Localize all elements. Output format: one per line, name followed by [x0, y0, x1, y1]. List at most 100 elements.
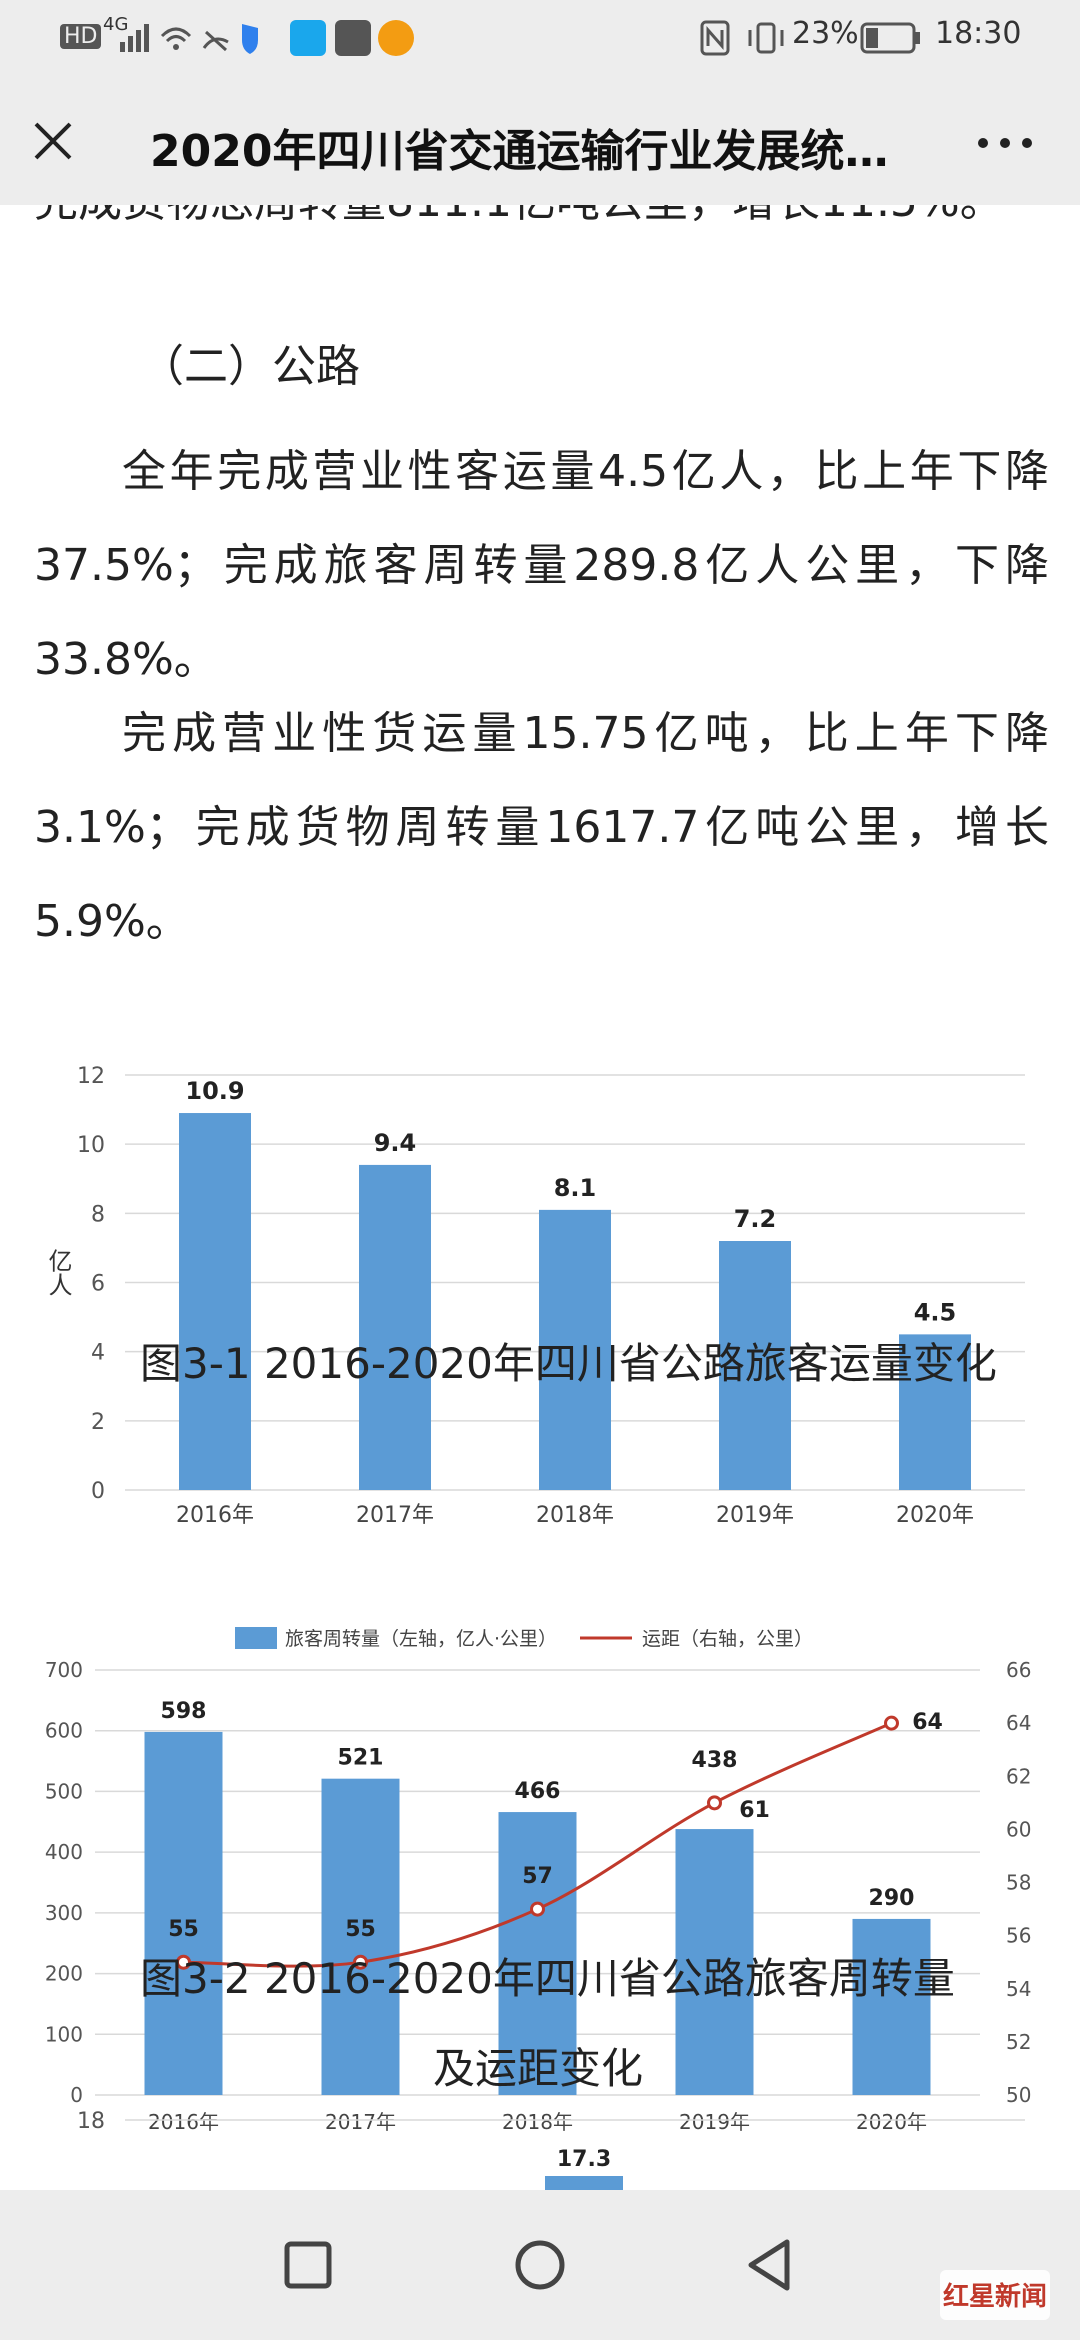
clock: 18:30 [935, 16, 1022, 51]
svg-text:红星新闻: 红星新闻 [943, 2281, 1047, 2312]
line-point [884, 1715, 899, 1731]
y-left-tick-label: 500 [45, 1779, 83, 1803]
line-value-label: 64 [912, 1710, 943, 1735]
y-left-tick-label: 0 [70, 2083, 83, 2107]
y-right-tick-label: 60 [1006, 1817, 1031, 1841]
bar [359, 1164, 431, 1490]
bar-value-label: 8.1 [554, 1174, 597, 1202]
hd-badge: HD [60, 24, 102, 49]
bar-value-label: 4.5 [914, 1298, 957, 1326]
y-right-tick-label: 50 [1006, 2083, 1031, 2107]
x-tick-label: 2016年 [148, 2110, 219, 2134]
back-icon[interactable] [735, 2230, 805, 2300]
bar-value-label: 17.3 [557, 2147, 611, 2172]
y-tick-label: 18 [77, 2109, 105, 2134]
bottom-nav [0, 2190, 1080, 2340]
figure1-caption: 图3-1 2016-2020年四川省公路旅客运量变化 [140, 1339, 997, 1388]
bar [539, 1209, 611, 1490]
article-content[interactable]: 完成货物总周转量811.1亿吨公里，增长11.5%。 （二）公路 全年完成营业性… [0, 205, 1080, 2190]
x-tick-label: 2017年 [325, 2110, 396, 2134]
line-value-label: 55 [168, 1917, 199, 1942]
y-left-tick-label: 700 [45, 1658, 83, 1682]
bar [179, 1113, 251, 1490]
x-tick-label: 2020年 [896, 1503, 974, 1528]
bar-value-label: 598 [161, 1699, 207, 1724]
y-tick-label: 10 [77, 1133, 105, 1158]
bar-value-label: 521 [338, 1746, 384, 1771]
gallery-app-icon [335, 20, 371, 56]
app-header: 2020年四川省交通运输行业发展统… [0, 75, 1080, 205]
bar [321, 1778, 400, 2095]
bar-value-label: 7.2 [734, 1205, 777, 1233]
line-point [707, 1795, 722, 1811]
paragraph-passenger: 全年完成营业性客运量4.5亿人，比上年下降37.5%；完成旅客周转量289.8亿… [34, 446, 1049, 685]
page-title: 2020年四川省交通运输行业发展统… [150, 126, 889, 177]
bar [498, 1812, 577, 2095]
paragraph-freight: 完成营业性货运量15.75亿吨，比上年下降3.1%；完成货物周转量1617.7亿… [34, 708, 1049, 947]
y-tick-label: 17 [77, 2189, 105, 2190]
y-left-tick-label: 100 [45, 2022, 83, 2046]
battery-percent: 23% [792, 16, 859, 51]
status-bar: HD 4G 23% 18:30 [0, 0, 1080, 75]
y-tick-label: 4 [91, 1341, 105, 1366]
bar-value-label: 10.9 [185, 1077, 244, 1105]
legend-bar-label: 旅客周转量（左轴，亿人·公里） [285, 1628, 557, 1650]
section-heading: （二）公路 [140, 341, 360, 392]
y-left-tick-label: 400 [45, 1840, 83, 1864]
y-right-tick-label: 56 [1006, 1924, 1031, 1948]
line-value-label: 61 [739, 1798, 770, 1823]
y-right-tick-label: 58 [1006, 1871, 1031, 1895]
recent-apps-icon[interactable] [273, 2230, 343, 2300]
y-left-tick-label: 200 [45, 1962, 83, 1986]
legend-line-label: 运距（右轴，公里） [642, 1628, 813, 1650]
y-right-tick-label: 52 [1006, 2030, 1031, 2054]
watermark-logo: 红星新闻 [940, 2270, 1050, 2320]
y-left-tick-label: 600 [45, 1719, 83, 1743]
bar-value-label: 438 [692, 1748, 738, 1773]
y-right-tick-label: 66 [1006, 1658, 1031, 1682]
bar-value-label: 9.4 [374, 1129, 417, 1157]
partial-paragraph: 完成货物总周转量811.1亿吨公里，增长11.5%。 [34, 205, 1049, 249]
y-tick-label: 6 [91, 1272, 105, 1297]
bar [545, 2176, 623, 2190]
line-value-label: 55 [345, 1917, 376, 1942]
bar-value-label: 466 [515, 1779, 561, 1804]
figure2-caption-line2: 及运距变化 [433, 2044, 644, 2093]
y-right-tick-label: 62 [1006, 1764, 1031, 1788]
legend-bar-swatch [235, 1627, 277, 1649]
bar [144, 1731, 223, 2095]
line-point [353, 1954, 368, 1970]
bar-value-label: 290 [869, 1886, 915, 1911]
y-axis-label: 亿人 [44, 1249, 72, 1297]
y-left-tick-label: 300 [45, 1901, 83, 1925]
bar [852, 1918, 931, 2095]
y-tick-label: 2 [91, 1410, 105, 1435]
more-icon[interactable] [975, 135, 1035, 151]
home-icon[interactable] [505, 2230, 575, 2300]
y-tick-label: 8 [91, 1202, 105, 1227]
y-tick-label: 0 [91, 1479, 105, 1504]
line-point [176, 1954, 191, 1970]
line-value-label: 57 [522, 1864, 553, 1889]
bar [719, 1241, 791, 1490]
network-label: 4G [103, 14, 129, 35]
search-app-icon [290, 20, 326, 56]
passenger-turnover-chart: 0 100 200 300 400 500 600 700 50 52 54 56 58 60 62 64 66… [45, 1627, 1031, 2134]
y-right-tick-label: 54 [1006, 1977, 1031, 2001]
bar [899, 1334, 971, 1490]
x-tick-label: 2018年 [502, 2110, 573, 2134]
bar [675, 1829, 754, 2095]
x-tick-label: 2019年 [679, 2110, 750, 2134]
passenger-volume-chart: 0 2 4 6 8 10 12 亿人 10.9 2016年 9.4 2017年 8.1 2018年 7.2 2… [44, 1064, 1025, 1528]
x-tick-label: 2018年 [536, 1503, 614, 1528]
y-tick-label: 12 [77, 1064, 105, 1089]
figure2-caption-line1: 图3-2 2016-2020年四川省公路旅客周转量 [140, 1954, 955, 2003]
battery-icon [860, 22, 920, 54]
x-tick-label: 2020年 [856, 2110, 927, 2134]
partial-chart: 17 18 17.3 [77, 2109, 1025, 2190]
x-tick-label: 2016年 [176, 1503, 254, 1528]
close-icon[interactable] [30, 118, 76, 164]
nfc-vibrate-icons [700, 20, 784, 56]
weibo-app-icon [378, 20, 414, 56]
line-point [530, 1901, 545, 1917]
